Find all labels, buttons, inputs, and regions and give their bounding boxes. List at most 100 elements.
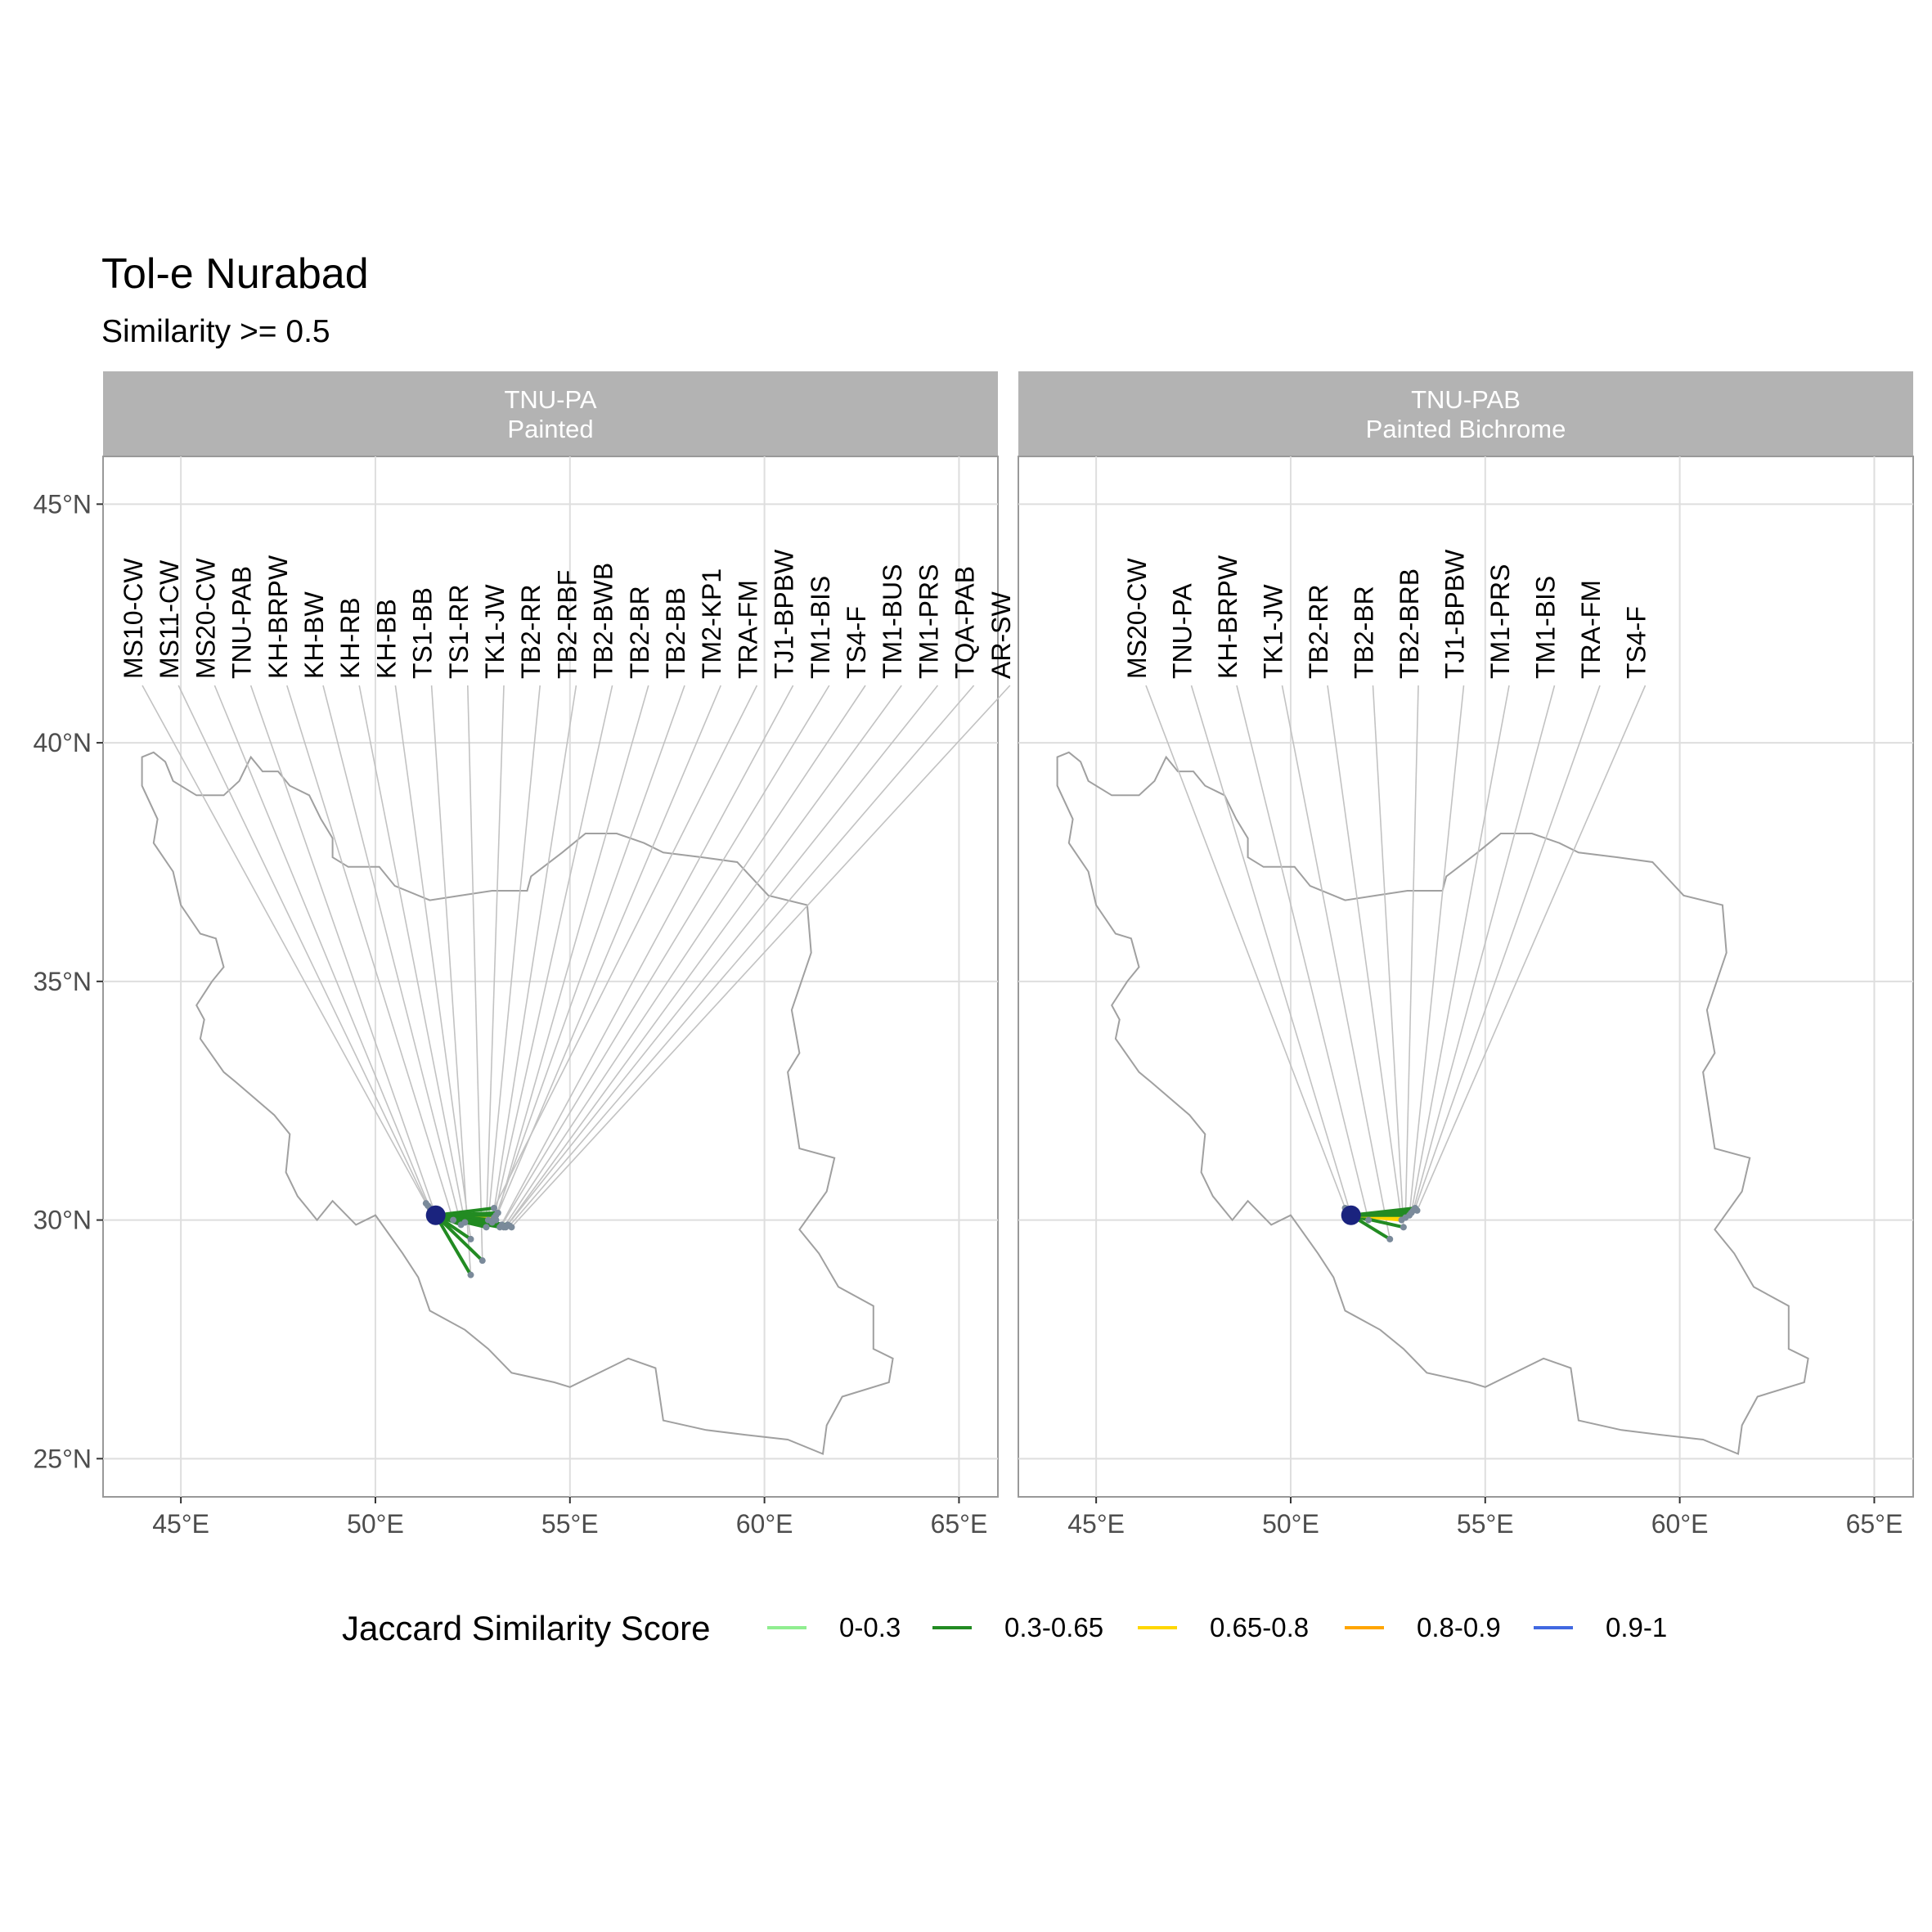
site-point xyxy=(483,1224,490,1231)
site-point xyxy=(1400,1224,1407,1231)
y-tick-label: 45°N xyxy=(34,489,92,519)
leader-line xyxy=(493,685,758,1209)
site-point xyxy=(1386,1235,1394,1242)
site-label: TB2-BB xyxy=(661,587,690,679)
site-label: MS20-CW xyxy=(191,558,220,679)
label-leader-lines xyxy=(142,685,1011,1275)
site-point xyxy=(1365,1216,1373,1224)
strip-code: TNU-PAB xyxy=(1411,385,1521,414)
site-label: TM1-PRS xyxy=(1485,564,1515,679)
x-tick-label: 50°E xyxy=(1262,1509,1319,1539)
leader-line xyxy=(1372,685,1404,1228)
legend-item-label: 0.9-1 xyxy=(1606,1612,1667,1642)
legend: Jaccard Similarity Score 0-0.3 0.3-0.65 0.… xyxy=(342,1609,1667,1647)
leader-line xyxy=(499,685,794,1228)
site-label: MS11-CW xyxy=(155,559,184,679)
site-label: TS1-RR xyxy=(444,584,474,679)
leader-line xyxy=(495,685,685,1216)
site-label: MS10-CW xyxy=(119,558,148,679)
site-point xyxy=(491,1204,498,1211)
site-label: MS20-CW xyxy=(1122,558,1152,679)
leader-line xyxy=(213,685,431,1209)
leader-line xyxy=(1410,685,1510,1213)
leader-line xyxy=(322,685,462,1225)
leader-line xyxy=(485,685,505,1228)
site-label: KH-RB xyxy=(335,597,365,679)
legend-item-label: 0-0.3 xyxy=(839,1612,901,1642)
site-label: TM1-PRS xyxy=(914,564,943,679)
legend-item-label: 0.3-0.65 xyxy=(1004,1612,1103,1642)
x-tick-label: 60°E xyxy=(1651,1509,1709,1539)
site-point xyxy=(467,1235,474,1242)
site-label: TM2-KP1 xyxy=(697,568,726,679)
site-label: KH-BW xyxy=(299,591,329,679)
x-tick-label: 65°E xyxy=(1846,1509,1903,1539)
x-axis-ticks: 45°E 50°E 55°E 60°E 65°E xyxy=(1067,1497,1903,1539)
leader-line xyxy=(501,685,830,1225)
legend-title: Jaccard Similarity Score xyxy=(342,1609,710,1647)
site-points xyxy=(1341,1204,1421,1242)
iran-outline xyxy=(141,751,894,1455)
site-point xyxy=(461,1219,469,1226)
site-label: TRA-FM xyxy=(733,580,762,679)
site-point xyxy=(508,1224,515,1231)
strip-name: Painted xyxy=(507,415,593,443)
leader-line xyxy=(286,685,454,1220)
site-label: TJ1-BPBW xyxy=(770,549,799,679)
x-tick-label: 65°E xyxy=(931,1509,988,1539)
label-leader-lines xyxy=(1145,685,1647,1240)
leader-line xyxy=(491,685,577,1223)
panel-background xyxy=(1018,456,1914,1498)
panel-tnu-pab: TNU-PAB Painted Bichrome MS20-CW TNU-PA KH… xyxy=(1018,371,1914,1539)
site-label: TJ1-BPBW xyxy=(1440,549,1470,679)
similarity-link xyxy=(434,1214,484,1262)
strip-name: Painted Bichrome xyxy=(1366,415,1566,443)
legend-items: 0-0.3 0.3-0.65 0.65-0.8 0.8-0.9 0.9-1 xyxy=(767,1612,1667,1642)
site-label: TB2-BR xyxy=(1350,586,1379,679)
site-point xyxy=(1413,1206,1421,1214)
leader-line xyxy=(394,685,472,1240)
site-label: KH-BRPW xyxy=(263,555,293,679)
similarity-link xyxy=(1350,1208,1418,1217)
leader-line xyxy=(1416,685,1647,1211)
leader-line xyxy=(1413,685,1556,1211)
leader-line xyxy=(510,685,1011,1228)
site-label: TNU-PA xyxy=(1168,583,1197,679)
legend-item-label: 0.8-0.9 xyxy=(1417,1612,1501,1642)
y-tick-label: 40°N xyxy=(34,728,92,757)
x-tick-label: 60°E xyxy=(736,1509,793,1539)
site-label: TB2-RR xyxy=(516,584,546,679)
y-tick-label: 25°N xyxy=(34,1444,92,1473)
leader-line xyxy=(249,685,437,1216)
site-label: TS4-F xyxy=(842,606,871,679)
x-tick-label: 45°E xyxy=(152,1509,209,1539)
site-point xyxy=(450,1216,457,1224)
site-point xyxy=(492,1216,500,1224)
chart-title: Tol-e Nurabad xyxy=(101,250,369,298)
site-label: TB2-BR xyxy=(625,586,654,679)
leader-line xyxy=(505,685,902,1228)
site-label: KH-BRPW xyxy=(1213,555,1242,679)
panel-strip xyxy=(103,371,998,456)
site-label: TB2-BRB xyxy=(1395,568,1424,679)
site-label: TRA-FM xyxy=(1576,580,1606,679)
leader-line xyxy=(497,685,721,1214)
panel-strip xyxy=(1018,371,1913,456)
site-point xyxy=(479,1257,486,1265)
site-label: TS4-F xyxy=(1622,606,1651,679)
site-label: TK1-JW xyxy=(1259,584,1288,679)
site-label: TB2-BWB xyxy=(589,563,618,679)
chart-subtitle: Similarity >= 0.5 xyxy=(101,314,330,349)
site-point xyxy=(467,1271,474,1278)
strip-code: TNU-PA xyxy=(504,385,596,414)
leader-line xyxy=(1409,685,1465,1215)
site-label: TM1-BUS xyxy=(878,564,907,679)
site-labels: MS10-CW MS11-CW MS20-CW TNU-PAB KH-BRPW KH-BW… xyxy=(119,549,1016,679)
x-tick-label: 45°E xyxy=(1067,1509,1125,1539)
site-label: TS1-BB xyxy=(408,587,438,679)
leader-line xyxy=(507,685,939,1225)
leader-line xyxy=(495,685,649,1220)
x-tick-label: 55°E xyxy=(541,1509,599,1539)
x-tick-label: 50°E xyxy=(347,1509,404,1539)
leader-line xyxy=(509,685,975,1227)
